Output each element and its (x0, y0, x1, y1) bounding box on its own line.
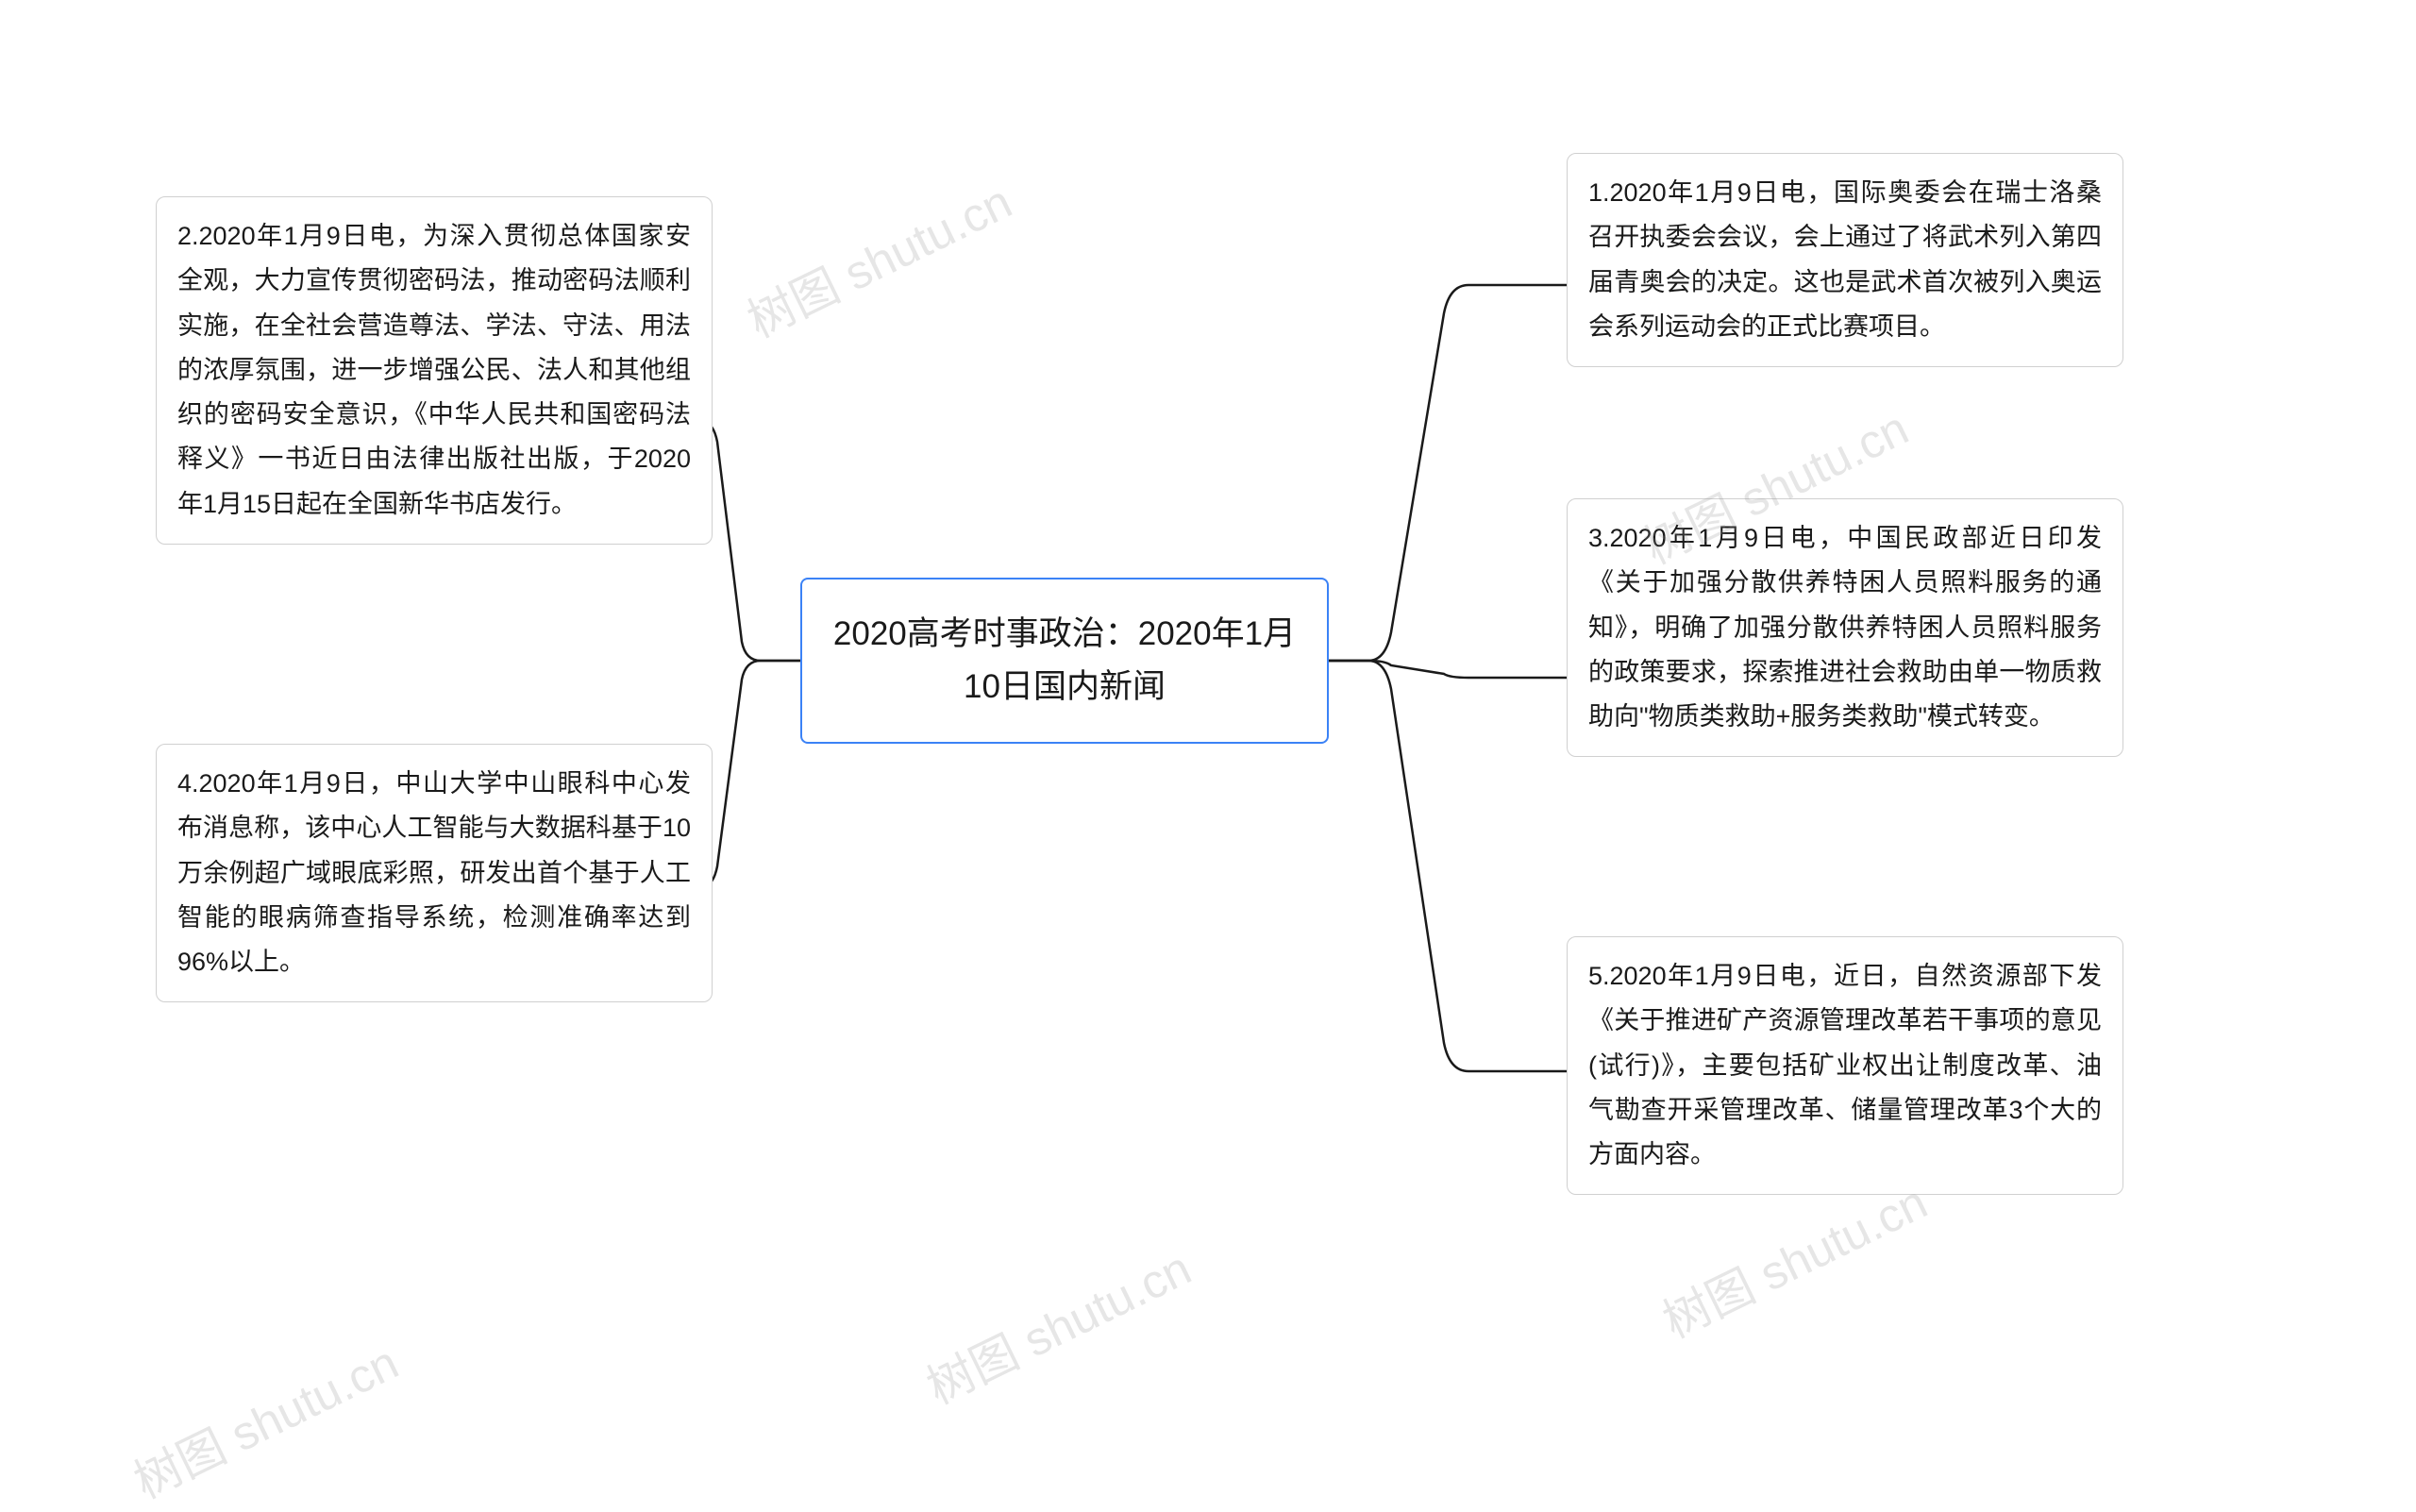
watermark: 树图 shutu.cn (121, 1326, 408, 1512)
leaf-node-3[interactable]: 3.2020年1月9日电，中国民政部近日印发《关于加强分散供养特困人员照料服务的… (1567, 498, 2123, 757)
leaf-node-4[interactable]: 4.2020年1月9日，中山大学中山眼科中心发布消息称，该中心人工智能与大数据科… (156, 744, 713, 1002)
leaf-node-text: 5.2020年1月9日电，近日，自然资源部下发《关于推进矿产资源管理改革若干事项… (1588, 962, 2102, 1168)
leaf-node-text: 4.2020年1月9日，中山大学中山眼科中心发布消息称，该中心人工智能与大数据科… (177, 769, 691, 976)
leaf-node-5[interactable]: 5.2020年1月9日电，近日，自然资源部下发《关于推进矿产资源管理改革若干事项… (1567, 936, 2123, 1195)
leaf-node-text: 2.2020年1月9日电，为深入贯彻总体国家安全观，大力宣传贯彻密码法，推动密码… (177, 222, 691, 518)
watermark: 树图 shutu.cn (734, 165, 1021, 351)
leaf-node-text: 1.2020年1月9日电，国际奥委会在瑞士洛桑召开执委会会议，会上通过了将武术列… (1588, 178, 2102, 341)
mindmap-container: 2020高考时事政治：2020年1月10日国内新闻 2.2020年1月9日电，为… (0, 0, 2416, 1502)
watermark: 树图 shutu.cn (914, 1232, 1200, 1418)
leaf-node-2[interactable]: 2.2020年1月9日电，为深入贯彻总体国家安全观，大力宣传贯彻密码法，推动密码… (156, 196, 713, 545)
center-node-text: 2020高考时事政治：2020年1月10日国内新闻 (833, 615, 1296, 705)
center-node[interactable]: 2020高考时事政治：2020年1月10日国内新闻 (800, 578, 1329, 744)
leaf-node-1[interactable]: 1.2020年1月9日电，国际奥委会在瑞士洛桑召开执委会会议，会上通过了将武术列… (1567, 153, 2123, 367)
leaf-node-text: 3.2020年1月9日电，中国民政部近日印发《关于加强分散供养特困人员照料服务的… (1588, 524, 2102, 731)
